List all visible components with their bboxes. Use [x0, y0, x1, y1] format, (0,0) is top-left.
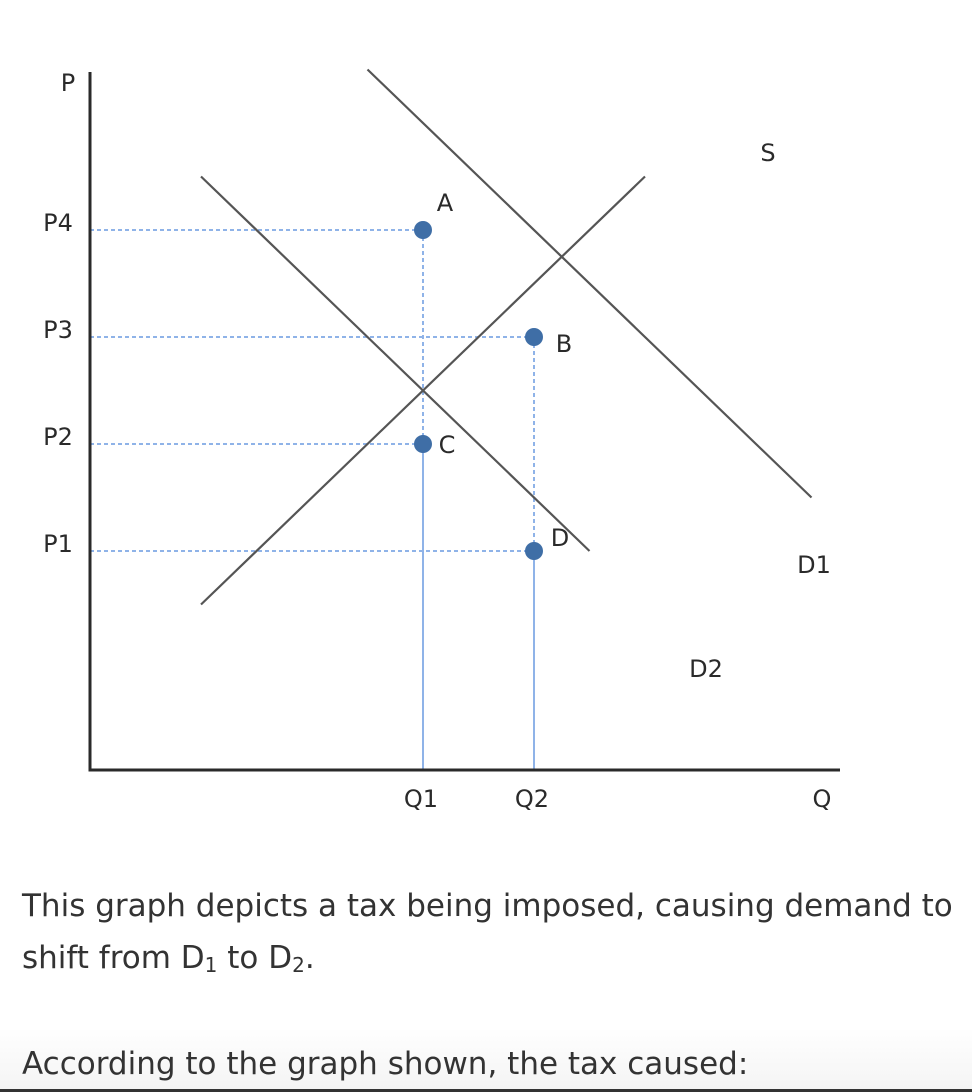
y-axis-label: P [61, 69, 75, 97]
guide-lines [90, 229, 535, 770]
caption: This graph depicts a tax being imposed, … [22, 888, 953, 977]
point-label-c: C [439, 431, 456, 459]
axes [88, 72, 840, 772]
supply-demand-chart: P Q P1 P2 P3 P4 Q1 Q2 A B C D S D1 D2 [43, 68, 840, 813]
points [414, 221, 543, 560]
point-b [525, 328, 543, 346]
curves [200, 68, 813, 606]
point-label-b: B [556, 330, 572, 358]
y-tick-p3: P3 [43, 316, 73, 344]
point-d [525, 542, 543, 560]
point-a [414, 221, 432, 239]
question-text: According to the graph shown, the tax ca… [22, 1046, 749, 1082]
x-tick-q1: Q1 [404, 785, 438, 813]
question-band [0, 1028, 972, 1092]
curve-label-d2: D2 [689, 655, 723, 683]
curve-d1 [366, 68, 813, 499]
curve-label-d1: D1 [797, 551, 831, 579]
curve-d2 [200, 175, 591, 552]
y-tick-p2: P2 [43, 423, 73, 451]
x-tick-q2: Q2 [515, 785, 549, 813]
y-tick-p1: P1 [43, 530, 73, 558]
point-label-d: D [551, 524, 569, 552]
point-c [414, 435, 432, 453]
point-label-a: A [437, 189, 454, 217]
curve-label-s: S [760, 139, 775, 167]
labels: P Q P1 P2 P3 P4 Q1 Q2 A B C D S D1 D2 [43, 69, 831, 813]
x-axis-label: Q [813, 785, 832, 813]
y-tick-p4: P4 [43, 209, 73, 237]
